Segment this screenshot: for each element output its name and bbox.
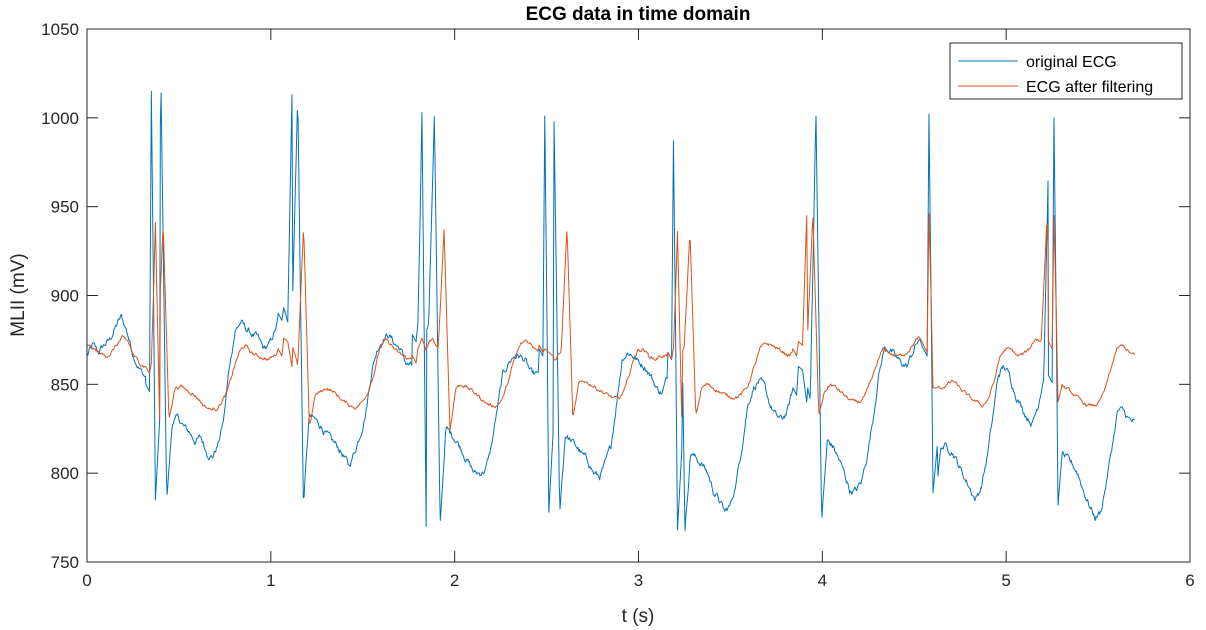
legend-entry-ecg-after-filtering: ECG after filtering <box>1026 79 1153 96</box>
x-tick-label: 6 <box>1185 571 1194 590</box>
ticks-layer: 0 1 2 3 4 5 6 750 800 850 900 950 1000 1050 <box>41 20 1195 590</box>
x-tick-label: 2 <box>450 571 459 590</box>
legend-entry-original-ecg: original ECG <box>1026 54 1117 71</box>
legend: original ECG ECG after filtering <box>949 42 1183 100</box>
x-axis-label: t (s) <box>622 606 655 627</box>
y-tick-label: 800 <box>51 464 79 483</box>
y-tick-label: 850 <box>51 375 79 394</box>
series-line-ecg-after-filtering <box>86 213 1136 431</box>
y-axis-label: MLII (mV) <box>8 253 29 336</box>
x-tick-label: 5 <box>1001 571 1010 590</box>
y-tick-label: 950 <box>51 198 79 217</box>
x-tick-label: 0 <box>82 571 91 590</box>
x-tick-label: 3 <box>634 571 643 590</box>
y-tick-label: 1050 <box>41 20 79 39</box>
legend-box <box>949 42 1183 100</box>
y-tick-label: 900 <box>51 287 79 306</box>
x-tick-label: 4 <box>818 571 827 590</box>
chart-title: ECG data in time domain <box>526 4 751 25</box>
plot-area <box>87 29 1190 562</box>
x-tick-label: 1 <box>266 571 275 590</box>
y-tick-label: 750 <box>51 553 79 572</box>
series-layer <box>86 90 1136 531</box>
series-line-original-ecg <box>86 90 1135 531</box>
y-tick-label: 1000 <box>41 109 79 128</box>
